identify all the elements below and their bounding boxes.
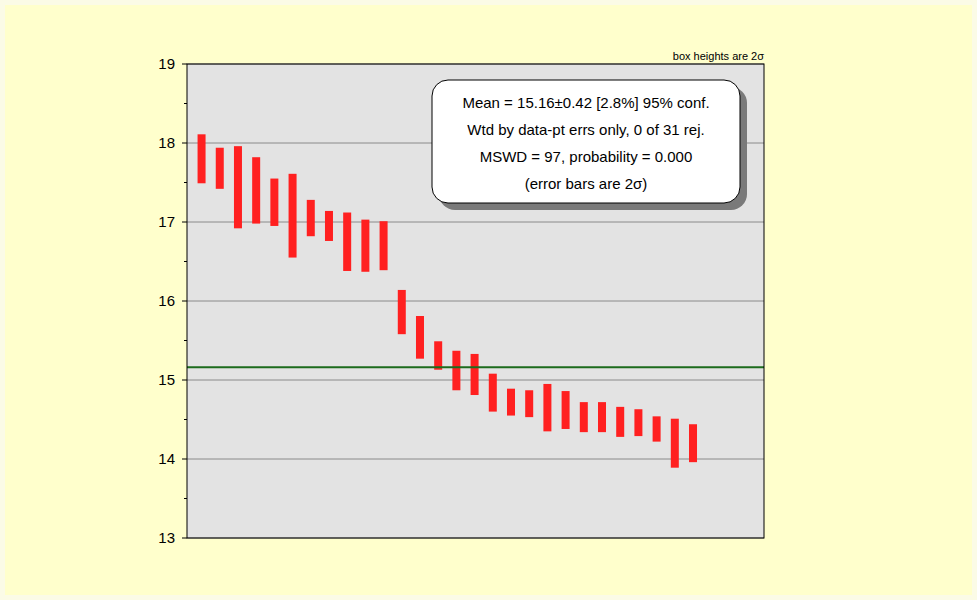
y-tick-label: 15 — [158, 371, 175, 388]
error-box — [380, 221, 388, 270]
error-box — [580, 402, 588, 432]
error-box — [507, 389, 515, 416]
error-box — [416, 316, 424, 359]
y-tick-label: 16 — [158, 292, 175, 309]
error-box — [198, 134, 206, 183]
error-box — [343, 213, 351, 271]
annotation-text: Wtd by data-pt errs only, 0 of 31 rej. — [467, 121, 704, 138]
error-box — [325, 211, 333, 241]
y-tick-label: 13 — [158, 529, 175, 546]
error-box — [234, 146, 242, 228]
y-tick — [182, 222, 187, 223]
y-tick — [182, 64, 187, 65]
error-box — [270, 179, 278, 226]
y-tick-label: 17 — [158, 213, 175, 230]
outer-background — [0, 0, 977, 600]
error-box — [689, 424, 697, 462]
y-tick — [182, 143, 187, 144]
error-box — [398, 290, 406, 334]
error-box — [543, 384, 551, 431]
error-box — [452, 351, 460, 391]
error-box — [562, 391, 570, 429]
y-tick-label: 14 — [158, 450, 175, 467]
error-box — [634, 409, 642, 436]
plot-frame — [187, 64, 764, 538]
error-box — [361, 220, 369, 272]
error-box — [216, 148, 224, 189]
annotation-box — [432, 80, 740, 203]
y-tick-label: 19 — [158, 55, 175, 72]
note: box heights are 2σ — [673, 50, 764, 62]
error-box — [489, 374, 497, 412]
background — [5, 5, 972, 595]
y-tick-label: 18 — [158, 134, 175, 151]
y-tick — [182, 459, 187, 460]
annotation-text: (error bars are 2σ) — [525, 175, 648, 192]
y-tick — [182, 380, 187, 381]
y-tick — [182, 538, 187, 539]
y-tick — [182, 301, 187, 302]
chart: 13 14 15 16 17 18 19 box heights are 2σ Mean = 1… — [0, 0, 977, 600]
error-box — [616, 407, 624, 437]
plot-area — [187, 64, 764, 538]
chart-root: 13 14 15 16 17 18 19 box heights are 2σ Mean = 1… — [0, 0, 977, 600]
error-box — [653, 416, 661, 441]
mean-line — [187, 366, 764, 368]
error-box — [471, 354, 479, 395]
error-box — [434, 341, 442, 369]
grid-line — [187, 301, 764, 302]
error-box — [307, 200, 315, 236]
error-box — [671, 419, 679, 468]
error-box — [525, 390, 533, 417]
error-box — [289, 174, 297, 258]
annotation-text: Mean = 15.16±0.42 [2.8%] 95% conf. — [462, 94, 709, 111]
error-box — [252, 157, 260, 223]
annotation-text: MSWD = 97, probability = 0.000 — [480, 148, 693, 165]
error-box — [598, 402, 606, 432]
